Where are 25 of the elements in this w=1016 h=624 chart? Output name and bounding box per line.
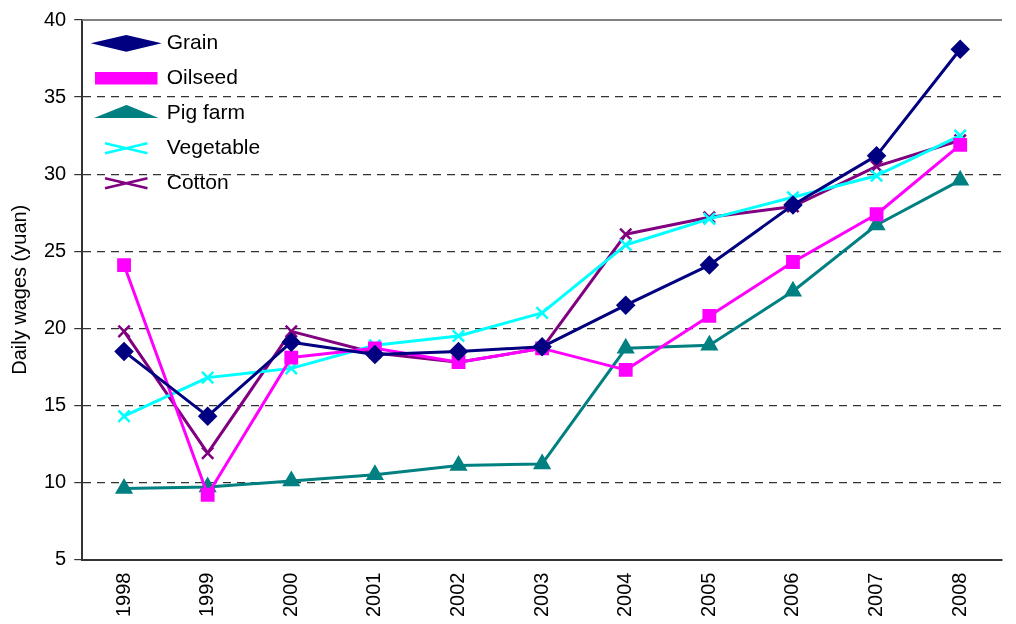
y-tick-label: 40 (44, 7, 67, 30)
x-tick-label: 1999 (195, 572, 218, 618)
x-tick-label: 2007 (864, 572, 887, 618)
x-tick-label: 2000 (278, 572, 301, 618)
y-tick-label: 30 (44, 161, 67, 184)
y-axis-title: Daily wages (yuan) (7, 204, 30, 375)
legend-label: Cotton (166, 170, 229, 194)
x-tick-label: 1998 (111, 572, 134, 618)
legend-label: Vegetable (166, 135, 261, 159)
y-tick-label: 20 (44, 315, 67, 338)
legend-label: Grain (166, 30, 219, 54)
x-tick-label: 2003 (529, 572, 552, 618)
y-tick-label: 15 (44, 392, 67, 415)
x-tick-label: 2001 (362, 572, 385, 618)
legend-label: Oilseed (166, 65, 238, 89)
y-tick-label: 5 (55, 547, 67, 570)
y-tick-label: 35 (44, 84, 67, 107)
legend-label: Pig farm (166, 100, 245, 124)
x-tick-label: 2008 (947, 572, 970, 618)
x-tick-label: 2002 (446, 572, 469, 618)
x-tick-label: 2005 (696, 572, 719, 618)
x-tick-label: 2006 (780, 572, 803, 618)
y-tick-label: 25 (44, 238, 67, 261)
y-tick-label: 10 (44, 469, 67, 492)
x-tick-label: 2004 (613, 572, 636, 618)
